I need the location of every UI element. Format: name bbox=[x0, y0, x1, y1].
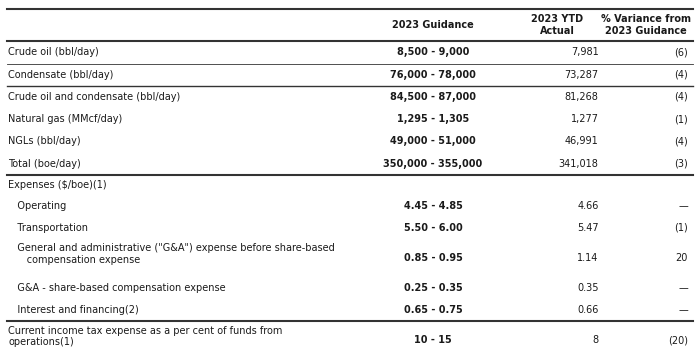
Text: 0.35: 0.35 bbox=[577, 283, 598, 293]
Text: 49,000 - 51,000: 49,000 - 51,000 bbox=[390, 136, 476, 146]
Text: 5.47: 5.47 bbox=[577, 223, 598, 233]
Text: Natural gas (MMcf/day): Natural gas (MMcf/day) bbox=[8, 114, 122, 124]
Text: (1): (1) bbox=[674, 114, 688, 124]
Text: % Variance from
2023 Guidance: % Variance from 2023 Guidance bbox=[601, 14, 691, 36]
Text: Interest and financing(2): Interest and financing(2) bbox=[8, 305, 139, 315]
Text: 2023 Guidance: 2023 Guidance bbox=[392, 20, 474, 30]
Text: 20: 20 bbox=[676, 253, 688, 263]
Text: Expenses ($/boe)(1): Expenses ($/boe)(1) bbox=[8, 180, 107, 190]
Text: 10 - 15: 10 - 15 bbox=[414, 335, 452, 345]
Text: 4.45 - 4.85: 4.45 - 4.85 bbox=[403, 201, 463, 211]
Text: (6): (6) bbox=[674, 47, 688, 57]
Text: NGLs (bbl/day): NGLs (bbl/day) bbox=[8, 136, 81, 146]
Text: —: — bbox=[678, 305, 688, 315]
Text: 5.50 - 6.00: 5.50 - 6.00 bbox=[404, 223, 462, 233]
Text: 1,277: 1,277 bbox=[570, 114, 598, 124]
Text: 0.65 - 0.75: 0.65 - 0.75 bbox=[404, 305, 462, 315]
Text: Condensate (bbl/day): Condensate (bbl/day) bbox=[8, 70, 114, 80]
Text: —: — bbox=[678, 283, 688, 293]
Text: Current income tax expense as a per cent of funds from
operations(1): Current income tax expense as a per cent… bbox=[8, 326, 283, 347]
Text: 0.85 - 0.95: 0.85 - 0.95 bbox=[403, 253, 463, 263]
Text: 0.66: 0.66 bbox=[577, 305, 598, 315]
Text: (1): (1) bbox=[674, 223, 688, 233]
Text: 73,287: 73,287 bbox=[564, 70, 598, 80]
Text: 4.66: 4.66 bbox=[577, 201, 598, 211]
Text: 8,500 - 9,000: 8,500 - 9,000 bbox=[397, 47, 469, 57]
Text: Operating: Operating bbox=[8, 201, 66, 211]
Text: Crude oil (bbl/day): Crude oil (bbl/day) bbox=[8, 47, 99, 57]
Text: (4): (4) bbox=[674, 70, 688, 80]
Text: General and administrative ("G&A") expense before share-based
      compensation: General and administrative ("G&A") expen… bbox=[8, 243, 335, 265]
Text: 76,000 - 78,000: 76,000 - 78,000 bbox=[390, 70, 476, 80]
Text: 350,000 - 355,000: 350,000 - 355,000 bbox=[384, 159, 482, 169]
Text: Crude oil and condensate (bbl/day): Crude oil and condensate (bbl/day) bbox=[8, 92, 181, 102]
Text: 1,295 - 1,305: 1,295 - 1,305 bbox=[397, 114, 469, 124]
Text: G&A - share-based compensation expense: G&A - share-based compensation expense bbox=[8, 283, 226, 293]
Text: (3): (3) bbox=[674, 159, 688, 169]
Text: 0.25 - 0.35: 0.25 - 0.35 bbox=[404, 283, 462, 293]
Text: 8: 8 bbox=[592, 335, 598, 345]
Text: 1.14: 1.14 bbox=[577, 253, 598, 263]
Text: (4): (4) bbox=[674, 136, 688, 146]
Text: 341,018: 341,018 bbox=[559, 159, 598, 169]
Text: Transportation: Transportation bbox=[8, 223, 88, 233]
Text: 84,500 - 87,000: 84,500 - 87,000 bbox=[390, 92, 476, 102]
Text: 2023 YTD
Actual: 2023 YTD Actual bbox=[531, 14, 584, 36]
Text: —: — bbox=[678, 201, 688, 211]
Text: 7,981: 7,981 bbox=[570, 47, 598, 57]
Text: 81,268: 81,268 bbox=[565, 92, 598, 102]
Text: (4): (4) bbox=[674, 92, 688, 102]
Text: 46,991: 46,991 bbox=[565, 136, 598, 146]
Text: (20): (20) bbox=[668, 335, 688, 345]
Text: Total (boe/day): Total (boe/day) bbox=[8, 159, 81, 169]
